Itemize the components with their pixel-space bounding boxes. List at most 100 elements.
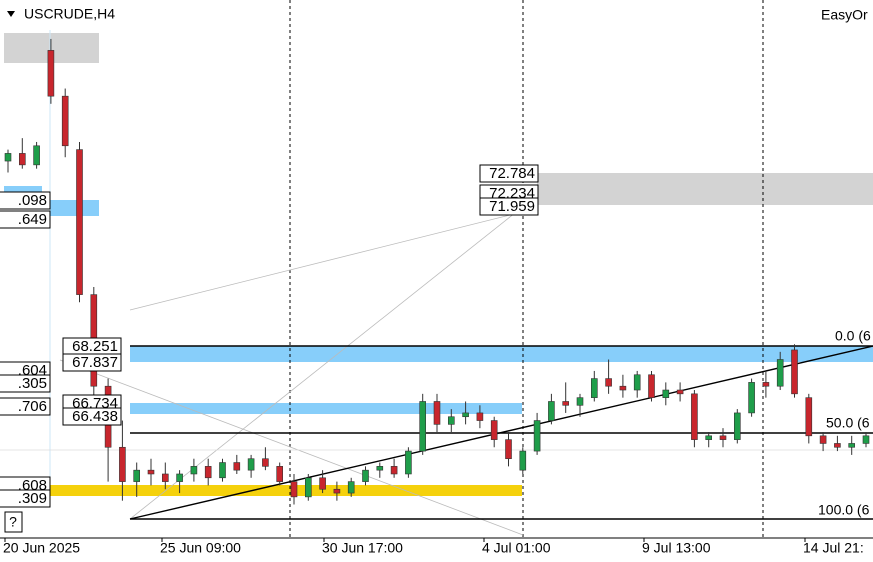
price-label: .649 (18, 211, 47, 228)
candle-body (405, 450, 412, 475)
candle-body (819, 435, 827, 444)
symbol-title: USCRUDE,H4 (24, 6, 115, 22)
candle-body (290, 481, 298, 498)
time-labels: 20 Jun 2025 25 Jun 09:00 30 Jun 17:00 4 Jul… (3, 538, 864, 556)
price-label: .706 (18, 398, 47, 415)
candle-body (33, 145, 40, 166)
candle-body (462, 412, 469, 418)
price-label-box (479, 164, 539, 183)
help-button[interactable] (4, 511, 23, 533)
candle-body (447, 416, 455, 425)
candle-body (576, 397, 584, 406)
candle-body (490, 420, 498, 440)
price-label-box (479, 197, 539, 216)
price-label: 68.251 (72, 338, 118, 355)
price-label: 67.837 (72, 354, 118, 371)
candle-body (433, 401, 441, 425)
candle-body (4, 153, 12, 162)
candle-body (648, 374, 655, 398)
candle-body (662, 389, 670, 398)
price-label-box (0, 374, 51, 393)
price-label-box (0, 489, 51, 508)
candle-body (304, 477, 312, 498)
candle-body (176, 473, 183, 482)
candle-body (419, 401, 427, 452)
candle-body (862, 435, 870, 444)
time-axis (0, 538, 873, 562)
price-label: .305 (18, 375, 47, 392)
fib-label: 100.0 (6 (818, 502, 870, 518)
blue-zone (130, 346, 873, 362)
time-label: 30 Jun 17:00 (322, 540, 403, 556)
blue-zone (50, 200, 99, 216)
candle-body (776, 359, 784, 387)
menu-arrow[interactable] (7, 11, 15, 17)
candle-body (762, 382, 770, 387)
price-label-box (62, 353, 122, 372)
time-label: 20 Jun 2025 (3, 540, 80, 556)
candle-body (18, 153, 26, 166)
yellow-zone (50, 485, 522, 496)
time-label: 9 Jul 13:00 (642, 540, 711, 556)
candle-body (705, 435, 713, 440)
blue-zone (4, 186, 42, 195)
candles (4, 38, 870, 505)
candle-body (390, 466, 398, 475)
price-label-box (0, 191, 51, 210)
price-label: .098 (18, 192, 47, 209)
candle-body (262, 458, 269, 467)
candle-body (247, 458, 255, 471)
blue-zone (130, 403, 522, 414)
candle-body (805, 397, 813, 437)
time-label: 4 Jul 01:00 (482, 540, 551, 556)
time-label: 14 Jul 21: (803, 540, 864, 556)
candle-body (319, 477, 326, 490)
candle-body (834, 443, 841, 448)
candle-body (519, 450, 527, 471)
candle-body (791, 349, 798, 395)
fib-label: 50.0 (6 (826, 415, 870, 431)
candle-body (548, 401, 555, 421)
candle-body (533, 420, 541, 452)
candle-body (362, 469, 369, 482)
projection-line (129, 209, 531, 311)
candle-body (748, 382, 755, 414)
candle-body (233, 462, 241, 471)
price-label: 71.959 (489, 198, 535, 215)
candle-body (733, 412, 741, 440)
candle-body (133, 469, 140, 482)
candle-body (333, 488, 341, 494)
candle-body (633, 374, 641, 391)
candle-body (147, 469, 155, 475)
price-label-box (62, 407, 122, 426)
price-label: 66.438 (72, 408, 118, 425)
trend-line (129, 345, 873, 520)
candle-body (505, 439, 512, 460)
candle-body (605, 378, 612, 387)
candle-body (204, 466, 212, 479)
candle-body (476, 412, 484, 421)
candle-body (119, 446, 126, 482)
candle-body (276, 466, 284, 482)
fib-levels (129, 345, 873, 520)
candle-body (848, 443, 856, 448)
candle-body (162, 473, 169, 482)
price-label: 72.784 (489, 165, 535, 182)
candle-body (619, 385, 627, 391)
candle-body (190, 466, 198, 475)
projection-line (59, 359, 524, 536)
candle-body (76, 149, 83, 295)
time-label: 25 Jun 09:00 (160, 540, 241, 556)
candle-body (61, 95, 69, 147)
candle-body (719, 435, 727, 440)
candle-body (47, 50, 55, 97)
fib-label: 0.0 (6 (835, 328, 871, 344)
candle-body (691, 393, 698, 440)
candle-body (676, 389, 684, 395)
candle-body (590, 378, 598, 398)
indicator-name: EasyOr (821, 7, 868, 23)
candle-body (376, 466, 384, 471)
price-label-box (0, 397, 51, 416)
